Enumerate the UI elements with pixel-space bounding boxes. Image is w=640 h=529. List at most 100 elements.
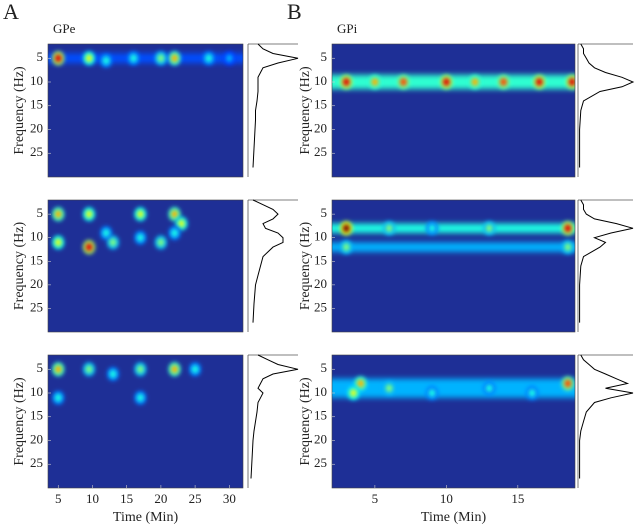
- hotspot: [171, 210, 179, 219]
- y-tick-label: 10: [30, 384, 43, 399]
- spectrogram: [48, 200, 243, 332]
- spectrogram: [48, 355, 243, 488]
- hotspot: [136, 210, 144, 219]
- hotspot: [102, 56, 110, 65]
- y-tick-label: 10: [30, 229, 43, 244]
- hotspot: [171, 229, 179, 237]
- power-profile: [579, 354, 634, 479]
- hotspot: [442, 78, 450, 86]
- y-tick-label: 25: [314, 455, 327, 470]
- y-tick-label: 15: [314, 97, 327, 112]
- hotspot: [171, 365, 179, 374]
- spectrogram-background: [332, 44, 575, 177]
- frequency-band: [48, 53, 243, 63]
- y-tick-label: 10: [314, 73, 327, 88]
- y-tick-label: 5: [321, 205, 328, 220]
- hotspot: [136, 233, 144, 242]
- spectrogram: [332, 44, 575, 177]
- hotspot: [428, 224, 436, 233]
- plot-frame: [47, 43, 244, 178]
- panel-label: A: [3, 0, 19, 24]
- hotspot: [102, 229, 110, 237]
- y-axis-label: Frequency (Hz): [12, 222, 27, 311]
- hotspot: [157, 238, 165, 247]
- x-tick-label: 15: [120, 491, 133, 506]
- y-tick-label: 5: [321, 49, 328, 64]
- hotspot: [191, 365, 199, 374]
- hotspot: [109, 238, 117, 247]
- plot-frame: [331, 43, 576, 178]
- spectrogram-background: [48, 355, 243, 488]
- hotspot: [85, 210, 93, 219]
- spectrogram: [332, 200, 575, 332]
- panel-title: GPi: [337, 21, 358, 36]
- plot-frame: [331, 199, 576, 333]
- panel-label: B: [287, 0, 302, 24]
- hotspot: [109, 370, 117, 378]
- hotspot: [564, 243, 572, 252]
- y-tick-label: 20: [314, 120, 327, 135]
- y-tick-label: 20: [314, 431, 327, 446]
- x-tick-label: 20: [154, 491, 167, 506]
- power-profile: [250, 354, 299, 479]
- hotspot: [485, 224, 493, 233]
- hotspot: [500, 78, 508, 86]
- spectrogram-background: [48, 200, 243, 332]
- y-axis-label: Frequency (Hz): [298, 377, 313, 466]
- panel-title: GPe: [53, 21, 76, 36]
- hotspot: [85, 365, 93, 374]
- y-tick-label: 20: [314, 276, 327, 291]
- spectrogram: [332, 355, 575, 488]
- y-axis-label: Frequency (Hz): [298, 222, 313, 311]
- hotspot: [371, 78, 379, 86]
- y-tick-label: 15: [30, 408, 43, 423]
- x-tick-label: 25: [189, 491, 202, 506]
- hotspot: [485, 384, 493, 393]
- hotspot: [471, 78, 479, 86]
- x-tick-label: 10: [86, 491, 99, 506]
- hotspot: [564, 379, 572, 388]
- x-tick-label: 5: [55, 491, 62, 506]
- hotspot: [54, 393, 62, 402]
- hotspot: [385, 384, 393, 393]
- hotspot: [157, 54, 165, 63]
- hotspot: [342, 224, 350, 233]
- spectrogram-background: [332, 200, 575, 332]
- x-tick-label: 5: [372, 491, 379, 506]
- hotspot: [385, 224, 393, 233]
- y-tick-label: 10: [314, 229, 327, 244]
- hotspot: [568, 78, 575, 86]
- x-axis-label: Time (Min): [113, 510, 179, 525]
- y-tick-label: 25: [30, 455, 43, 470]
- hotspot: [136, 365, 144, 374]
- hotspot: [85, 54, 93, 63]
- y-tick-label: 20: [30, 276, 43, 291]
- y-tick-label: 15: [30, 252, 43, 267]
- hotspot: [136, 393, 144, 402]
- y-tick-label: 25: [30, 299, 43, 314]
- spectrogram-background: [332, 355, 575, 488]
- y-tick-label: 25: [314, 299, 327, 314]
- hotspot: [528, 389, 536, 397]
- y-axis-label: Frequency (Hz): [12, 66, 27, 155]
- power-profile: [579, 43, 635, 168]
- spectrogram: [48, 44, 243, 177]
- spectrogram-background: [48, 44, 243, 177]
- power-profile: [252, 43, 299, 168]
- x-tick-label: 15: [511, 491, 524, 506]
- y-tick-label: 5: [37, 360, 44, 375]
- frequency-band: [332, 242, 575, 252]
- hotspot: [205, 54, 213, 63]
- hotspot: [342, 78, 350, 86]
- y-tick-label: 20: [30, 120, 43, 135]
- y-tick-label: 20: [30, 431, 43, 446]
- hotspot: [54, 54, 62, 63]
- hotspot: [535, 78, 543, 86]
- y-tick-label: 10: [30, 73, 43, 88]
- y-tick-label: 15: [314, 408, 327, 423]
- hotspot: [171, 54, 179, 63]
- y-axis-label: Frequency (Hz): [12, 377, 27, 466]
- hotspot: [54, 365, 62, 374]
- power-profile: [252, 199, 284, 323]
